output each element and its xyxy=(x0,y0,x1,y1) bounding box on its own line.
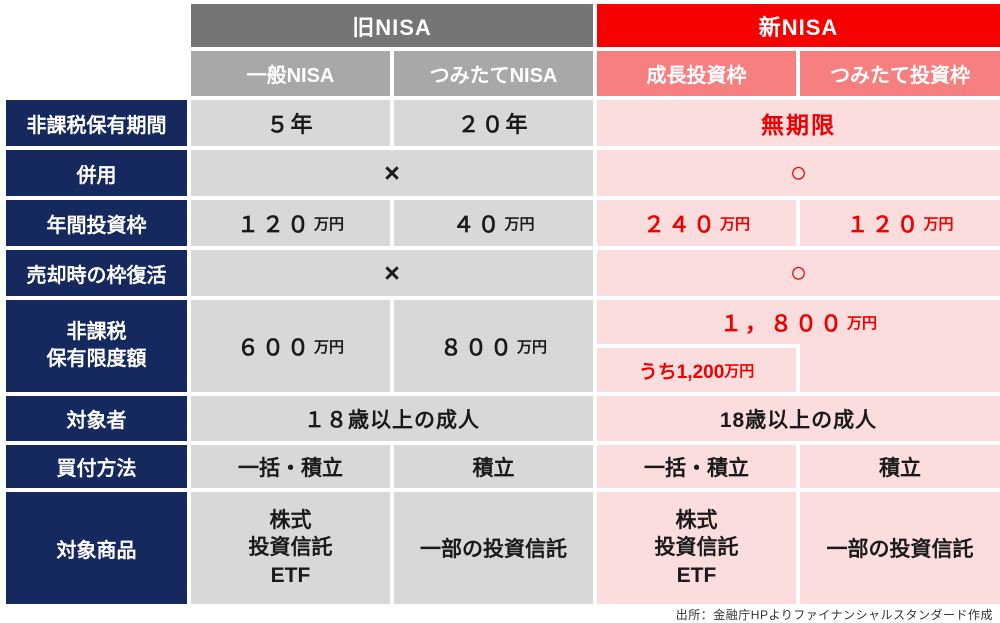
annual-tsumitate-quota-unit: 万円 xyxy=(923,215,954,233)
new-nisa-group-label: 新NISA xyxy=(758,14,839,40)
restore-old-cross-mark: × xyxy=(384,257,400,288)
products-tsumitate-value: 一部の投資信託 xyxy=(420,538,567,561)
row-label-quota-restore-text: 売却時の枠復活 xyxy=(26,264,167,287)
col-header-tsumitate-nisa: つみたてNISA xyxy=(394,51,593,96)
cell-eligible-new: 18歳以上の成人 xyxy=(597,396,1000,441)
cell-combo-new: ○ xyxy=(597,150,1000,196)
limit-new-total: １，８００ 万円 xyxy=(597,300,1000,344)
limit-growth-sub-cell: うち1,200 万円 xyxy=(597,344,800,392)
products-general-line1: 株式 xyxy=(269,509,312,533)
source-attribution: 出所：金融庁HPよりファイナンシャルスタンダード作成 xyxy=(675,608,993,622)
cell-products-tsumitate: 一部の投資信託 xyxy=(394,492,593,604)
annual-general-unit: 万円 xyxy=(314,215,345,233)
old-nisa-group-header: 旧NISA xyxy=(191,4,593,47)
row-label-tax-free-period: 非課税保有期間 xyxy=(6,100,187,146)
row-label-lifetime-limit-line1: 非課税 xyxy=(66,321,127,343)
method-tsumitate-quota-value: 積立 xyxy=(879,456,921,480)
row-label-eligible-persons-text: 対象者 xyxy=(66,410,127,432)
combo-new-circle-mark: ○ xyxy=(789,156,808,189)
cell-products-growth: 株式 投資信託 ETF xyxy=(597,492,796,604)
products-growth-line2: 投資信託 xyxy=(654,536,739,560)
period-tsumitate-value: ２０年 xyxy=(457,112,530,137)
row-label-eligible-products-text: 対象商品 xyxy=(56,539,137,562)
row-label-annual-quota: 年間投資枠 xyxy=(6,200,187,246)
cell-combo-old: × xyxy=(191,150,593,196)
limit-growth-sub-unit: 万円 xyxy=(724,362,755,380)
col-header-general-nisa-label: 一般NISA xyxy=(246,65,335,87)
annual-tsumitate-quota-amount: １２０ xyxy=(846,212,922,237)
row-label-quota-restore: 売却時の枠復活 xyxy=(6,250,187,296)
method-general-value: 一括・積立 xyxy=(238,456,343,480)
cell-annual-tsumitate-quota: １２０ 万円 xyxy=(800,200,1000,246)
restore-new-circle-mark: ○ xyxy=(789,256,808,289)
cell-restore-old: × xyxy=(191,250,593,296)
cell-products-tsumitate-quota: 一部の投資信託 xyxy=(800,492,1000,604)
row-label-combined-use: 併用 xyxy=(6,150,187,196)
cell-limit-tsumitate: ８００ 万円 xyxy=(394,300,593,392)
cell-method-tsumitate-quota: 積立 xyxy=(800,445,1000,488)
cell-period-new: 無期限 xyxy=(597,100,1000,146)
products-tsumitate-quota-value: 一部の投資信託 xyxy=(826,538,974,561)
comparison-table: 旧NISA 新NISA 一般NISA つみたてNISA 成長投資枠 つみたて投資… xyxy=(6,4,1000,604)
products-growth-line3: ETF xyxy=(676,563,717,587)
col-header-tsumitate-quota-label: つみたて投資枠 xyxy=(830,65,970,87)
products-general-line2: 投資信託 xyxy=(248,536,333,560)
cell-period-general: ５年 xyxy=(191,100,390,146)
limit-new-total-amount: １，８００ xyxy=(719,311,845,336)
col-header-general-nisa: 一般NISA xyxy=(191,51,390,96)
method-tsumitate-value: 積立 xyxy=(472,456,515,480)
limit-tsumitate-amount: ８００ xyxy=(439,335,515,360)
col-header-tsumitate-nisa-label: つみたてNISA xyxy=(429,65,558,87)
limit-general-unit: 万円 xyxy=(314,338,345,356)
period-new-value: 無期限 xyxy=(761,112,836,138)
cell-method-growth: 一括・積立 xyxy=(597,445,796,488)
cell-annual-general: １２０ 万円 xyxy=(191,200,390,246)
combo-old-cross-mark: × xyxy=(384,157,400,188)
row-label-lifetime-limit-line2: 保有限度額 xyxy=(46,348,147,370)
cell-annual-growth: ２４０ 万円 xyxy=(597,200,796,246)
row-label-purchase-method: 買付方法 xyxy=(6,445,187,488)
products-growth-line1: 株式 xyxy=(675,509,718,533)
limit-tsumitate-unit: 万円 xyxy=(517,338,548,356)
row-label-lifetime-limit: 非課税 保有限度額 xyxy=(6,300,187,392)
cell-method-tsumitate: 積立 xyxy=(394,445,593,488)
cell-restore-new: ○ xyxy=(597,250,1000,296)
limit-growth-sub-amount: うち1,200 xyxy=(638,361,725,383)
old-nisa-group-label: 旧NISA xyxy=(352,14,432,40)
products-general-line3: ETF xyxy=(270,563,311,587)
cell-limit-new: １，８００ 万円 うち1,200 万円 xyxy=(597,300,1000,392)
annual-growth-amount: ２４０ xyxy=(642,212,718,237)
limit-new-total-unit: 万円 xyxy=(847,314,878,332)
method-growth-value: 一括・積立 xyxy=(644,456,749,480)
cell-limit-general: ６００ 万円 xyxy=(191,300,390,392)
annual-tsumitate-amount: ４０ xyxy=(452,212,503,237)
annual-tsumitate-unit: 万円 xyxy=(504,215,535,233)
annual-growth-unit: 万円 xyxy=(720,215,751,233)
eligible-old-value: １８歳以上の成人 xyxy=(304,408,480,432)
row-label-combined-use-text: 併用 xyxy=(76,164,117,187)
row-label-purchase-method-text: 買付方法 xyxy=(56,458,137,480)
cell-method-general: 一括・積立 xyxy=(191,445,390,488)
cell-products-general: 株式 投資信託 ETF xyxy=(191,492,390,604)
period-general-value: ５年 xyxy=(266,112,315,137)
row-label-eligible-persons: 対象者 xyxy=(6,396,187,441)
cell-annual-tsumitate: ４０ 万円 xyxy=(394,200,593,246)
col-header-tsumitate-quota: つみたて投資枠 xyxy=(800,51,1000,96)
row-label-tax-free-period-text: 非課税保有期間 xyxy=(26,114,167,137)
col-header-growth-quota-label: 成長投資枠 xyxy=(646,65,747,87)
row-label-annual-quota-text: 年間投資枠 xyxy=(46,214,147,237)
row-label-eligible-products: 対象商品 xyxy=(6,492,187,604)
annual-general-amount: １２０ xyxy=(236,212,312,237)
cell-period-tsumitate: ２０年 xyxy=(394,100,593,146)
new-nisa-group-header: 新NISA xyxy=(597,4,1000,47)
cell-eligible-old: １８歳以上の成人 xyxy=(191,396,593,441)
col-header-growth-quota: 成長投資枠 xyxy=(597,51,796,96)
eligible-new-value: 18歳以上の成人 xyxy=(719,408,878,432)
limit-general-amount: ６００ xyxy=(236,335,312,360)
